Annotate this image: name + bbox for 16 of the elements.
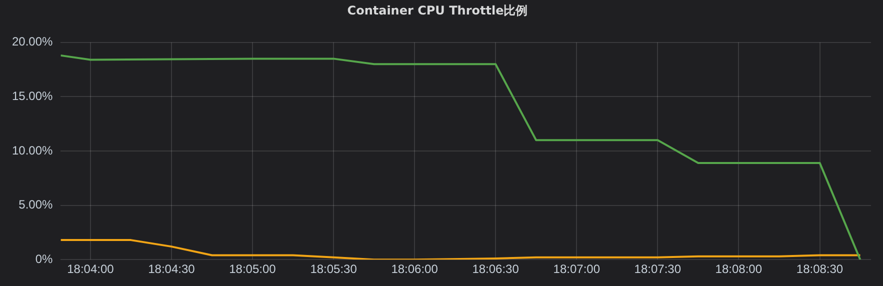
x-tick-label: 18:04:30 [148,262,196,276]
x-tick-label: 18:06:30 [472,262,520,276]
y-tick-label: 15.00% [12,89,54,104]
x-tick-label: 18:04:00 [67,262,114,276]
x-tick-label: 18:05:30 [310,262,358,276]
x-tick-label: 18:08:30 [796,262,844,276]
x-tick-label: 18:05:00 [229,262,276,276]
y-tick-label: 0% [35,252,54,266]
x-tick-label: 18:06:00 [391,262,438,276]
chart-title: Container CPU Throttle比例 [347,3,528,18]
x-tick-label: 18:07:00 [553,262,600,276]
x-tick-label: 18:08:00 [715,262,762,276]
y-tick-label: 20.00% [12,34,54,49]
y-tick-label: 5.00% [18,198,54,212]
y-tick-label: 10.00% [12,143,54,158]
x-tick-label: 18:07:30 [634,262,682,276]
